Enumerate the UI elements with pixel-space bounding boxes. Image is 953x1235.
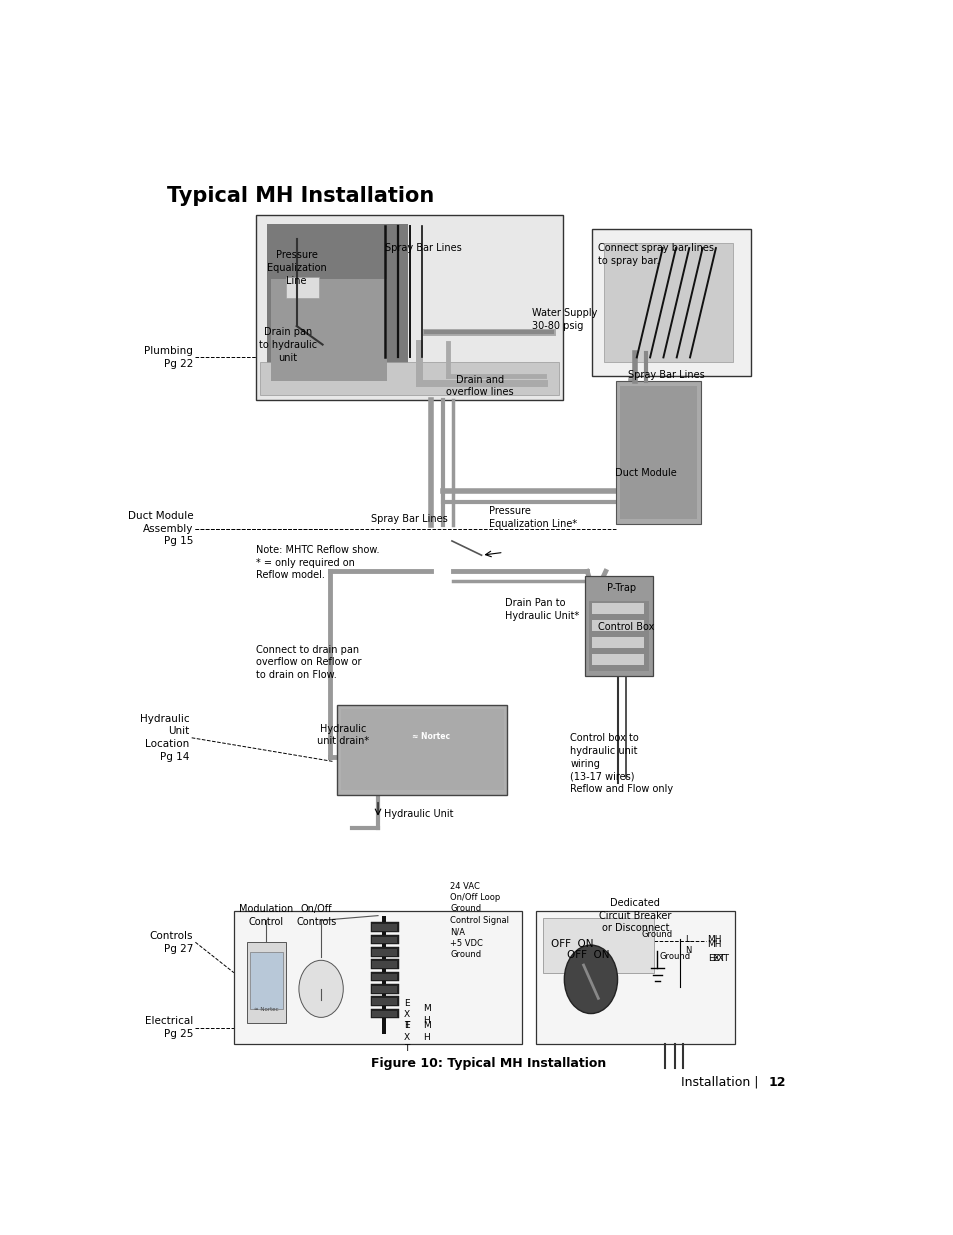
Text: MH: MH <box>706 940 720 948</box>
Text: Spray Bar Lines: Spray Bar Lines <box>627 369 704 379</box>
Bar <box>372 936 396 944</box>
Bar <box>370 935 398 944</box>
Bar <box>619 385 697 519</box>
Text: Ground: Ground <box>659 952 690 961</box>
Text: Control Box: Control Box <box>598 621 654 631</box>
Bar <box>255 215 562 400</box>
Text: E
X
T: E X T <box>403 999 410 1030</box>
Text: Pressure
Equalization Line*: Pressure Equalization Line* <box>488 506 577 529</box>
Text: ≈ Nortec: ≈ Nortec <box>253 1007 278 1011</box>
Bar <box>592 228 751 377</box>
Bar <box>370 1009 398 1019</box>
Text: MH: MH <box>706 935 720 944</box>
Text: Control box to
hydraulic unit
wiring
(13-17 wires)
Reflow and Flow only: Control box to hydraulic unit wiring (13… <box>570 734 673 794</box>
Text: Modulation
Control: Modulation Control <box>238 904 293 927</box>
Text: L: L <box>685 935 689 944</box>
Bar <box>370 984 398 994</box>
Text: Water Supply
30-80 psig: Water Supply 30-80 psig <box>531 308 597 331</box>
Text: Installation |: Installation | <box>680 1076 761 1088</box>
Bar <box>372 924 396 931</box>
Bar <box>381 915 386 1035</box>
Bar <box>372 973 396 981</box>
Text: M
H: M H <box>422 1021 430 1041</box>
Bar <box>370 947 398 956</box>
Text: 12: 12 <box>767 1076 785 1088</box>
Text: E
X
T: E X T <box>403 1021 410 1053</box>
Text: Note: MHTC Reflow show.
* = only required on
Reflow model.: Note: MHTC Reflow show. * = only require… <box>255 545 379 580</box>
Text: EXT: EXT <box>707 953 724 963</box>
Text: Plumbing
Pg 22: Plumbing Pg 22 <box>144 346 193 369</box>
Bar <box>247 942 285 1023</box>
Text: OFF  ON: OFF ON <box>567 950 609 960</box>
Bar <box>592 655 643 666</box>
Bar <box>592 620 643 631</box>
Bar <box>271 279 387 382</box>
Text: Controls
Pg 27: Controls Pg 27 <box>150 931 193 953</box>
Text: ≈ Nortec: ≈ Nortec <box>412 731 450 741</box>
Text: Spray Bar Lines: Spray Bar Lines <box>385 243 462 253</box>
Bar <box>372 961 396 968</box>
Bar <box>233 911 521 1044</box>
Text: On/Off
Controls: On/Off Controls <box>296 904 336 927</box>
Bar <box>337 704 507 795</box>
Text: Connect spray bar lines
to spray bar.: Connect spray bar lines to spray bar. <box>598 243 714 266</box>
Text: Drain pan
to hydraulic
unit: Drain pan to hydraulic unit <box>258 327 316 363</box>
Text: M
H: M H <box>422 1004 430 1025</box>
Text: OFF  ON: OFF ON <box>551 939 593 950</box>
Text: 24 VAC
On/Off Loop
Ground
Control Signal
N/A
+5 VDC
Ground: 24 VAC On/Off Loop Ground Control Signal… <box>450 882 509 960</box>
Text: N: N <box>685 946 691 956</box>
Bar <box>259 362 558 395</box>
Text: Drain and
overflow lines: Drain and overflow lines <box>446 374 514 398</box>
Text: Ground: Ground <box>641 930 673 939</box>
Text: Connect to drain pan
overflow on Reflow or
to drain on Flow.: Connect to drain pan overflow on Reflow … <box>255 645 361 680</box>
Text: Pressure
Equalization
Line: Pressure Equalization Line <box>267 249 326 285</box>
Bar <box>370 972 398 982</box>
Text: Drain Pan to
Hydraulic Unit*: Drain Pan to Hydraulic Unit* <box>505 598 578 621</box>
Text: EXT: EXT <box>711 953 728 963</box>
Circle shape <box>298 961 343 1018</box>
Text: P-Trap: P-Trap <box>606 583 636 594</box>
Bar <box>267 225 408 385</box>
Bar <box>372 948 396 956</box>
Bar <box>535 911 735 1044</box>
Text: Spray Bar Lines: Spray Bar Lines <box>371 514 447 524</box>
Text: Electrical
Pg 25: Electrical Pg 25 <box>145 1016 193 1039</box>
Text: Duct Module
Assembly
Pg 15: Duct Module Assembly Pg 15 <box>128 511 193 546</box>
Bar <box>603 243 732 362</box>
Text: Duct Module: Duct Module <box>614 468 676 478</box>
Text: Hydraulic
Unit
Location
Pg 14: Hydraulic Unit Location Pg 14 <box>140 714 190 762</box>
Bar <box>372 986 396 993</box>
Bar <box>372 1010 396 1018</box>
Bar <box>341 709 503 790</box>
Text: Figure 10: Typical MH Installation: Figure 10: Typical MH Installation <box>371 1056 606 1070</box>
Bar <box>588 601 649 672</box>
Bar <box>616 382 700 524</box>
Text: Hydraulic
unit drain*: Hydraulic unit drain* <box>317 724 369 746</box>
Bar <box>285 278 318 298</box>
Bar <box>370 997 398 1007</box>
Text: Typical MH Installation: Typical MH Installation <box>167 186 435 206</box>
Bar <box>584 576 653 676</box>
Bar <box>372 998 396 1005</box>
Bar <box>592 603 643 614</box>
Text: Hydraulic Unit: Hydraulic Unit <box>383 809 453 819</box>
Bar <box>370 923 398 931</box>
Bar <box>592 637 643 648</box>
Text: Dedicated
Circuit Breaker
or Disconnect: Dedicated Circuit Breaker or Disconnect <box>598 898 671 934</box>
Bar <box>542 918 653 973</box>
Bar <box>370 960 398 969</box>
Circle shape <box>564 945 617 1014</box>
Bar <box>250 952 282 1009</box>
